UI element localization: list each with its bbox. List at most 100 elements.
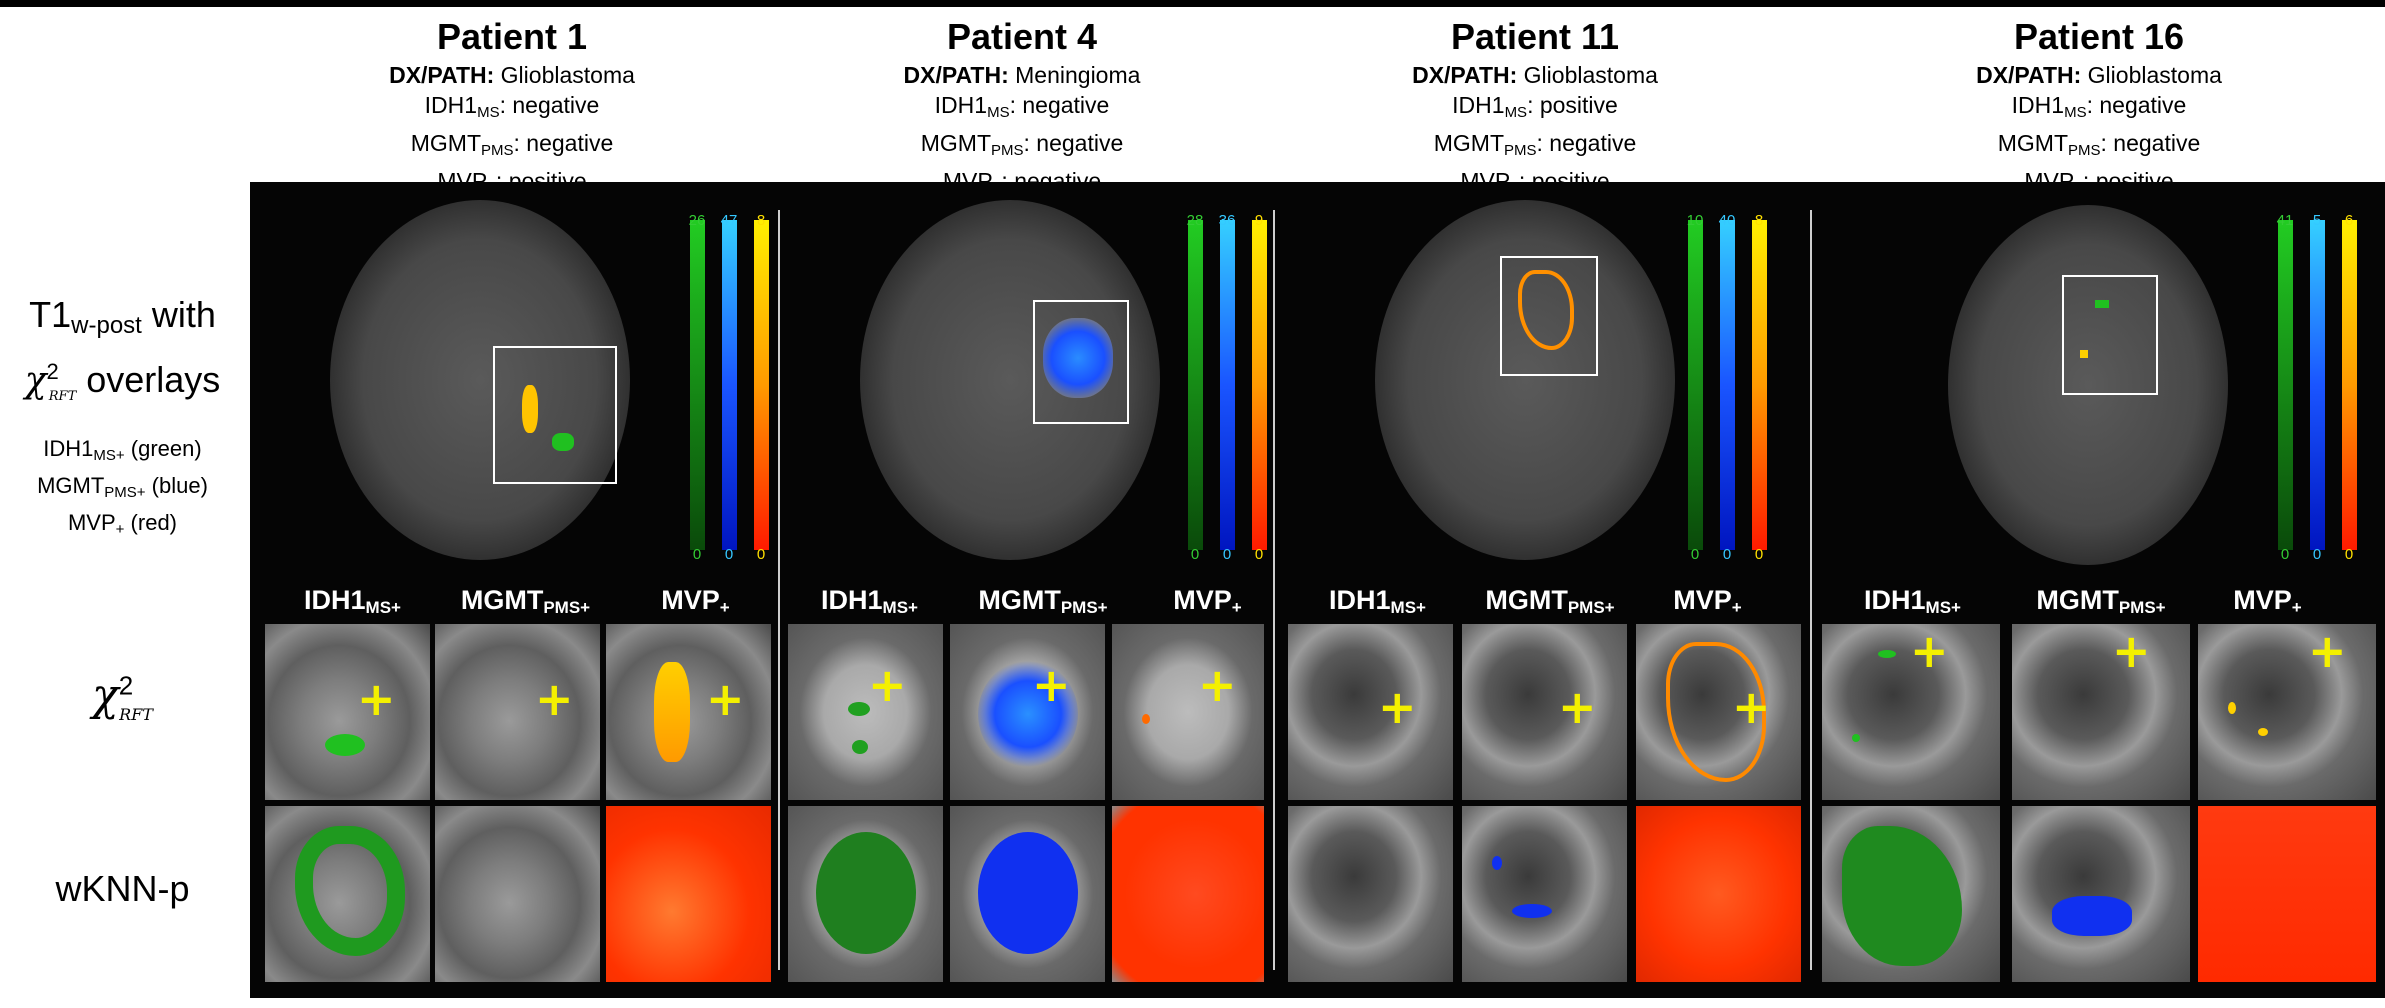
- row-label-t1-overlays: T1w-post with χ2RFT overlays IDH1MS+ (gr…: [0, 292, 245, 545]
- dx-label: DX/PATH:: [389, 62, 495, 88]
- col-label-mvp: MVP+: [2233, 585, 2302, 617]
- divider: [1810, 210, 1812, 970]
- mgmt-colorbar: [1220, 220, 1235, 550]
- dx-value: Glioblastoma: [1523, 62, 1658, 88]
- divider: [1273, 210, 1275, 970]
- mvp-overlay: [522, 385, 538, 433]
- dx-label: DX/PATH:: [903, 62, 1009, 88]
- mvp-colorbar-max: 9: [1254, 212, 1264, 229]
- col-label-mgmt: MGMTPMS+: [2036, 585, 2166, 617]
- mvp-colorbar: [1752, 220, 1767, 550]
- mgmt-colorbar-min: 0: [2312, 546, 2322, 563]
- idh-colorbar: [2278, 220, 2293, 550]
- chi2-tile-idh: +: [788, 624, 943, 800]
- patient-name: Patient 1: [436, 16, 588, 57]
- crosshair-marker: +: [535, 672, 574, 726]
- chi2-tile-mgmt: +: [950, 624, 1105, 800]
- chi2-tile-idh: +: [265, 624, 430, 800]
- mgmt-colorbar: [2310, 220, 2325, 550]
- dx-label: DX/PATH:: [1976, 62, 2082, 88]
- wknn-tile-idh: [1822, 806, 2000, 982]
- mgmt-colorbar-min: 0: [724, 546, 734, 563]
- crosshair-marker: +: [1558, 680, 1597, 734]
- crosshair-marker: +: [1732, 680, 1771, 734]
- brain-mri: [860, 200, 1160, 560]
- patient-name: Patient 16: [2013, 16, 2185, 57]
- dx-label: DX/PATH:: [1412, 62, 1518, 88]
- mvp-colorbar: [1252, 220, 1267, 550]
- crosshair-marker: +: [1198, 658, 1237, 712]
- mgmt-overlay: [1043, 318, 1113, 398]
- mgmt-colorbar-max: 40: [1718, 212, 1736, 229]
- wknn-tile-mvp: [606, 806, 771, 982]
- idh-colorbar: [690, 220, 705, 550]
- chi2-tile-mgmt: +: [435, 624, 600, 800]
- row-label-wknn: wKNN-p: [55, 868, 190, 909]
- mgmt-value: negative: [526, 130, 614, 156]
- chi2-tile-idh: +: [1288, 624, 1453, 800]
- col-label-mgmt: MGMTPMS+: [978, 585, 1108, 617]
- crosshair-marker: +: [1032, 658, 1071, 712]
- mgmt-colorbar-min: 0: [1222, 546, 1232, 563]
- crosshair-marker: +: [1378, 680, 1417, 734]
- chi2-tile-mvp: +: [1112, 624, 1264, 800]
- mgmt-colorbar: [722, 220, 737, 550]
- brain-mri: [330, 200, 630, 560]
- wknn-tile-mgmt: [950, 806, 1105, 982]
- mvp-colorbar: [754, 220, 769, 550]
- wknn-tile-mvp: [1112, 806, 1264, 982]
- divider: [778, 210, 780, 970]
- crosshair-marker: +: [357, 672, 396, 726]
- col-label-mvp: MVP+: [1173, 585, 1242, 617]
- brain-mri: [1948, 205, 2228, 565]
- mvp-colorbar-max: 8: [1754, 212, 1764, 229]
- mvp-colorbar-max: 6: [2344, 212, 2354, 229]
- idh-value: negative: [2099, 92, 2187, 118]
- idh-overlay: [552, 433, 574, 451]
- crosshair-marker: +: [2112, 624, 2151, 678]
- chi2-tile-mvp: +: [2198, 624, 2376, 800]
- col-label-idh: IDH1MS+: [1864, 585, 1961, 617]
- wknn-tile-mvp: [1636, 806, 1801, 982]
- idh-colorbar-min: 0: [1190, 546, 1200, 563]
- mgmt-colorbar-min: 0: [1722, 546, 1732, 563]
- mvp-colorbar-min: 0: [1254, 546, 1264, 563]
- col-label-idh: IDH1MS+: [1329, 585, 1426, 617]
- wknn-tile-mgmt: [1462, 806, 1627, 982]
- mvp-colorbar-min: 0: [756, 546, 766, 563]
- idh-colorbar-max: 28: [1186, 212, 1204, 229]
- idh-overlay: [2095, 300, 2109, 308]
- col-label-mgmt: MGMTPMS+: [460, 585, 591, 617]
- idh-colorbar: [1188, 220, 1203, 550]
- wknn-tile-idh: [788, 806, 943, 982]
- idh-colorbar-max: 41: [2276, 212, 2294, 229]
- row-label-chi2: χ2RFT: [92, 670, 153, 724]
- chi2-tile-mvp: +: [606, 624, 771, 800]
- mgmt-colorbar-max: 36: [1218, 212, 1236, 229]
- patient-1-header: Patient 1 DX/PATH: Glioblastoma IDH1MS: …: [302, 14, 722, 204]
- roi-box: [2062, 275, 2158, 395]
- patient-4-header: Patient 4 DX/PATH: Meningioma IDH1MS: ne…: [812, 14, 1232, 204]
- mvp-colorbar: [2342, 220, 2357, 550]
- patient-name: Patient 11: [1450, 16, 1620, 57]
- roi-box: [1500, 256, 1598, 376]
- crosshair-marker: +: [2308, 624, 2347, 678]
- mgmt-colorbar-max: 47: [720, 212, 738, 229]
- wknn-tile-mgmt: [2012, 806, 2190, 982]
- mvp-colorbar-max: 8: [756, 212, 766, 229]
- dx-value: Meningioma: [1015, 62, 1141, 88]
- mvp-colorbar-min: 0: [1754, 546, 1764, 563]
- idh-colorbar-min: 0: [1690, 546, 1700, 563]
- idh-colorbar-min: 0: [2280, 546, 2290, 563]
- chi2-tile-mvp: +: [1636, 624, 1801, 800]
- patient-16-header: Patient 16 DX/PATH: Glioblastoma IDH1MS:…: [1889, 14, 2309, 204]
- idh-value: negative: [1022, 92, 1110, 118]
- roi-box: [1033, 300, 1129, 424]
- col-label-mvp: MVP+: [1673, 585, 1742, 617]
- top-border: [0, 0, 2385, 7]
- idh-colorbar-max: 26: [688, 212, 706, 229]
- chi2-tile-mgmt: +: [2012, 624, 2190, 800]
- crosshair-marker: +: [1910, 624, 1949, 678]
- brain-mri: [1375, 200, 1675, 560]
- wknn-tile-mgmt: [435, 806, 600, 982]
